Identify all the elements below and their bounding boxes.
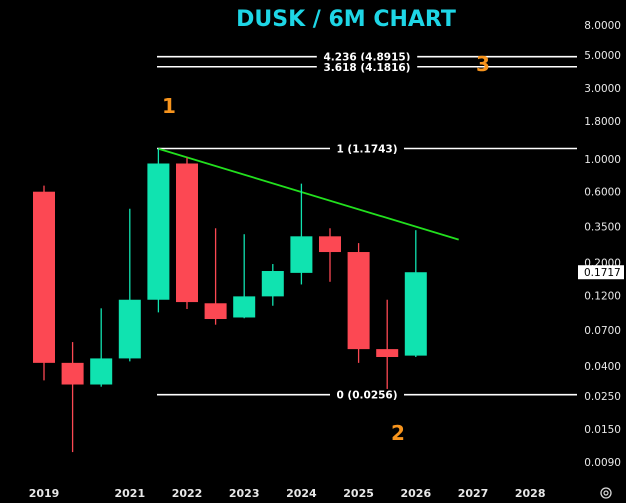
trendline-group [158,147,459,241]
x-tick-label: 2024 [286,487,317,500]
x-tick-label: 2021 [114,487,145,500]
y-tick-label: 8.0000 [584,20,621,32]
y-tick-label: 0.0700 [584,325,621,337]
x-tick-label: 2028 [515,487,546,500]
chart-title: DUSK / 6M CHART [236,7,456,32]
y-tick-label: 0.1200 [584,290,621,302]
candle[interactable] [33,185,55,381]
candles[interactable] [33,148,427,453]
y-axis: 8.0000 5.0000 3.0000 1.8000 1.0000 0.6000 0.35… [584,20,621,469]
candle-body [347,252,370,350]
current-price-label: 0.1717 [584,267,621,279]
candle-body [204,303,227,320]
fib-label: 1 (1.1743) [336,143,397,155]
y-tick-label: 3.0000 [584,83,621,95]
candle-body [118,299,141,359]
x-tick-label: 2025 [343,487,374,500]
fib-label: 4.236 (4.8915) [324,52,411,64]
candle-body [290,236,313,273]
x-tick-label: 2022 [172,487,203,500]
candle[interactable] [376,299,399,389]
wave-label: 2 [391,421,405,445]
candle-body [261,271,284,297]
candle-body [233,296,256,318]
x-axis: 2019 2021 2022 2023 2024 2025 2026 2027 2028 [29,487,546,500]
candle[interactable] [176,157,198,309]
candle-body [90,358,113,385]
fib-label-bg [330,142,404,155]
candle[interactable] [233,234,256,319]
candle[interactable] [204,228,227,325]
gear-icon[interactable] [600,487,612,499]
candle-body [176,163,198,303]
y-tick-label: 0.0250 [584,391,621,403]
candle[interactable] [290,183,313,285]
x-tick-label: 2023 [229,487,260,500]
wave-labels: 1 2 3 [162,52,490,445]
y-tick-label: 0.0090 [584,457,621,469]
y-tick-label: 1.8000 [584,116,621,128]
y-tick-label: 1.0000 [584,154,621,166]
x-tick-label: 2027 [458,487,489,500]
x-tick-label: 2026 [400,487,431,500]
wave-label: 1 [162,94,176,118]
candle-body [404,272,427,356]
candle-body [61,362,84,385]
candle-body [33,191,55,363]
fib-label: 0 (0.0256) [336,390,397,402]
candle[interactable] [90,308,113,387]
y-tick-label: 0.0150 [584,424,621,436]
wave-label: 3 [476,52,490,76]
current-price-tag: 0.1717 [578,265,624,280]
fib-levels: 4.236 (4.8915)3.618 (4.1816) 1 (1.1743) 0 … [157,50,577,402]
candle[interactable] [347,243,370,363]
candle[interactable] [147,148,170,313]
y-tick-label: 0.0400 [584,361,621,373]
x-tick-label: 2019 [29,487,60,500]
candle[interactable] [118,208,141,362]
fib-label: 3.618 (4.1816) [324,62,411,74]
candle[interactable] [404,230,427,358]
fib-label-bg [316,60,418,73]
fib-label-bg [316,50,418,63]
y-tick-label: 0.6000 [584,187,621,199]
candle[interactable] [319,228,341,282]
candle[interactable] [261,264,284,306]
current-price-box [578,265,624,280]
trendline [158,147,459,241]
candle-body [376,349,399,358]
fib-label-bg [330,388,404,401]
candle[interactable] [61,342,84,453]
y-tick-label: 5.0000 [584,50,621,62]
candle-body [147,163,170,300]
y-tick-label: 0.3500 [584,221,621,233]
candle-body [319,236,341,253]
